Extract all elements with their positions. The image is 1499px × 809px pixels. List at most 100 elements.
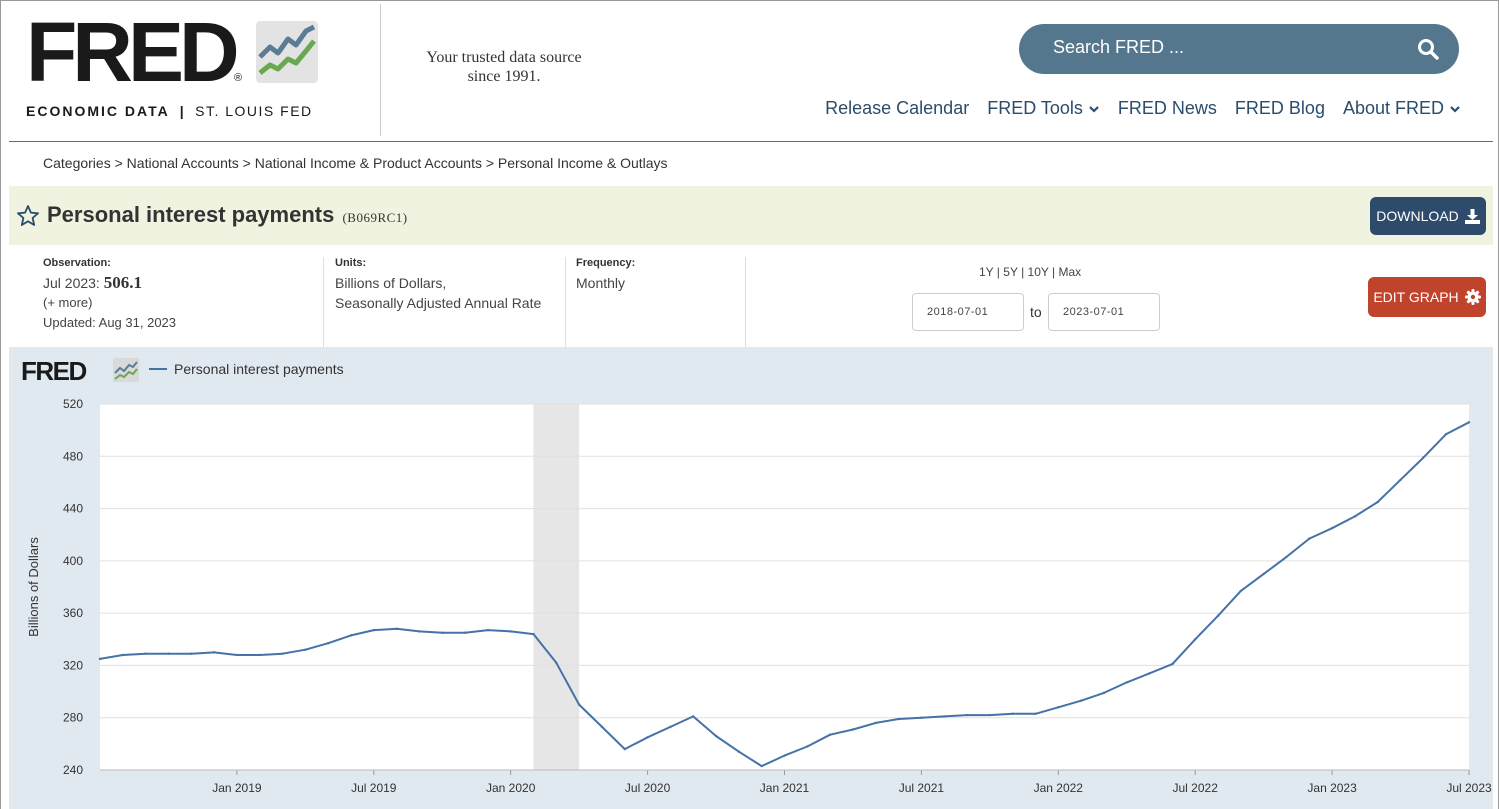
- line-chart[interactable]: 240 280 320 360 400 440 480 520 Jan 2019 Jul 2019…: [9, 347, 1493, 809]
- y-tick-label: 360: [63, 606, 83, 620]
- x-tick-label: Jan 2023: [1307, 781, 1357, 795]
- data-point: [965, 713, 969, 717]
- data-point: [1011, 712, 1014, 715]
- data-point: [714, 734, 718, 738]
- data-point: [623, 747, 626, 751]
- range-max-link[interactable]: Max: [1058, 265, 1082, 279]
- edit-graph-button[interactable]: EDIT GRAPH: [1368, 277, 1486, 317]
- data-point: [692, 715, 695, 718]
- data-point: [760, 764, 763, 768]
- x-tick-label: Jan 2022: [1034, 781, 1084, 795]
- to-label: to: [1030, 304, 1042, 320]
- more-observations-link[interactable]: (+ more): [43, 295, 93, 310]
- data-point: [1353, 515, 1357, 518]
- data-point: [1262, 572, 1265, 576]
- range-10y-link[interactable]: 10Y: [1027, 265, 1049, 279]
- data-point: [1057, 706, 1060, 709]
- data-point: [98, 657, 102, 661]
- breadcrumb-link[interactable]: Categories: [43, 155, 111, 171]
- observation-block: Observation: Jul 2023: 506.1 (+ more) Up…: [43, 257, 176, 347]
- data-point: [737, 750, 741, 753]
- data-point: [851, 728, 855, 731]
- data-point: [669, 725, 672, 729]
- x-tick-label: Jul 2021: [899, 781, 945, 795]
- header-divider: [380, 4, 381, 136]
- data-point: [555, 661, 558, 665]
- data-point: [1399, 478, 1402, 482]
- y-tick-label: 440: [63, 502, 83, 516]
- date-to-input[interactable]: 2023-07-01: [1048, 293, 1160, 331]
- tagline: Your trusted data source since 1991.: [426, 49, 582, 85]
- breadcrumb-link[interactable]: National Accounts: [126, 155, 239, 171]
- breadcrumb-link[interactable]: National Income & Product Accounts: [254, 155, 482, 171]
- data-point: [783, 754, 786, 757]
- data-point: [1467, 421, 1471, 424]
- data-point: [1285, 555, 1288, 559]
- range-1y-link[interactable]: 1Y: [979, 265, 994, 279]
- search-placeholder: Search FRED ...: [1053, 37, 1185, 57]
- download-button[interactable]: DOWNLOAD: [1370, 197, 1486, 235]
- legend-swatch: [149, 368, 167, 370]
- chevron-down-icon: [1089, 105, 1099, 113]
- search-icon[interactable]: [1417, 38, 1439, 60]
- data-point: [646, 736, 649, 739]
- series-title-bar: Personal interest payments (B069RC1) DOW…: [9, 186, 1493, 245]
- x-tick-label: Jan 2020: [486, 781, 536, 795]
- logo-subtitle: ECONOMIC DATA | ST. LOUIS FED: [26, 103, 313, 119]
- data-point: [418, 630, 421, 633]
- data-point: [1034, 712, 1037, 715]
- main-nav: Release Calendar FRED Tools FRED News FR…: [825, 98, 1461, 119]
- data-point: [144, 652, 147, 655]
- nav-fred-news[interactable]: FRED News: [1117, 98, 1217, 118]
- nav-fred-tools[interactable]: FRED Tools: [987, 98, 1100, 119]
- data-point: [1079, 699, 1083, 702]
- registered-mark: ®: [234, 72, 243, 84]
- download-icon: [1464, 208, 1480, 224]
- nav-release-calendar[interactable]: Release Calendar: [825, 98, 970, 118]
- data-point: [509, 630, 512, 633]
- range-5y-link[interactable]: 5Y: [1003, 265, 1018, 279]
- breadcrumb: Categories > National Accounts > Nationa…: [43, 155, 668, 171]
- recession-shading: [533, 404, 580, 770]
- y-tick-label: 240: [63, 763, 83, 777]
- fred-logo[interactable]: FRED ® ECONOMIC DATA | ST. LOUIS FED: [26, 10, 336, 126]
- nav-about-fred[interactable]: About FRED: [1343, 98, 1461, 119]
- data-point: [463, 631, 467, 634]
- y-tick-label: 400: [63, 554, 83, 568]
- series-meta: Observation: Jul 2023: 506.1 (+ more) Up…: [9, 245, 1493, 347]
- data-point: [874, 721, 877, 725]
- updated-date: Updated: Aug 31, 2023: [43, 315, 177, 330]
- divider: [323, 257, 324, 347]
- data-point: [1194, 638, 1197, 641]
- data-point: [167, 652, 170, 655]
- breadcrumb-link[interactable]: Personal Income & Outlays: [497, 155, 668, 171]
- gear-icon: [1464, 289, 1481, 305]
- data-point: [372, 628, 375, 632]
- data-point: [258, 653, 261, 657]
- data-point: [1171, 662, 1174, 666]
- date-from-input[interactable]: 2018-07-01: [912, 293, 1024, 331]
- nav-fred-blog[interactable]: FRED Blog: [1234, 98, 1325, 118]
- search-input[interactable]: Search FRED ...: [1019, 24, 1459, 74]
- star-icon[interactable]: [16, 204, 40, 228]
- breadcrumb-separator: >: [238, 155, 255, 171]
- chart-legend[interactable]: Personal interest payments: [149, 361, 344, 377]
- data-point: [600, 725, 604, 729]
- data-point: [212, 651, 216, 654]
- data-point: [806, 745, 809, 748]
- data-point: [349, 634, 353, 637]
- data-point: [1102, 691, 1106, 695]
- data-point: [943, 715, 946, 718]
- logo-wordmark: FRED: [26, 5, 240, 99]
- data-point: [920, 716, 923, 719]
- data-point: [486, 628, 490, 632]
- chart-logo-icon: [256, 21, 318, 83]
- data-point: [1376, 500, 1379, 504]
- breadcrumb-separator: >: [110, 155, 127, 171]
- frequency-block: Frequency: Monthly: [576, 257, 636, 291]
- plot-area: [100, 404, 1469, 770]
- page-title: Personal interest payments (B069RC1): [47, 202, 408, 227]
- data-point: [1216, 614, 1220, 617]
- data-point: [304, 648, 307, 651]
- x-tick-label: Jan 2019: [212, 781, 262, 795]
